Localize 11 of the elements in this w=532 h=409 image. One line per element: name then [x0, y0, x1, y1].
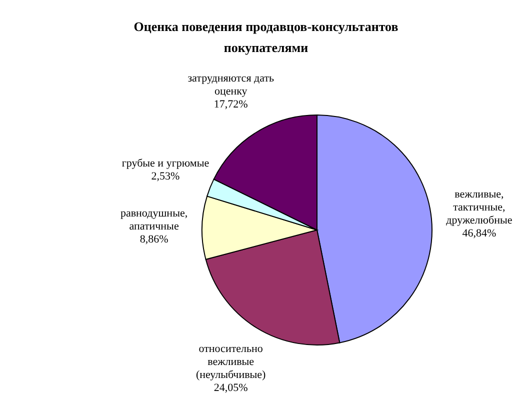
- data-label: 2,53%: [151, 170, 180, 182]
- data-label: 8,86%: [140, 233, 168, 246]
- slice-label: затрудняются дать оценку: [188, 72, 274, 98]
- chart-title: Оценка поведения продавцов-консультантов покупателями: [132, 18, 400, 57]
- data-label: 17,72%: [214, 98, 248, 110]
- slice-label: относительно вежливые (неулыбчивые): [196, 342, 266, 380]
- slice-label: грубые и угрюмые: [122, 156, 210, 169]
- data-label: 46,84%: [462, 226, 496, 239]
- slice-label: вежливые, тактичные, дружелюбные: [446, 188, 512, 226]
- slice-label: равнодушные, апатичные: [120, 207, 188, 232]
- data-label: 24,05%: [214, 381, 248, 394]
